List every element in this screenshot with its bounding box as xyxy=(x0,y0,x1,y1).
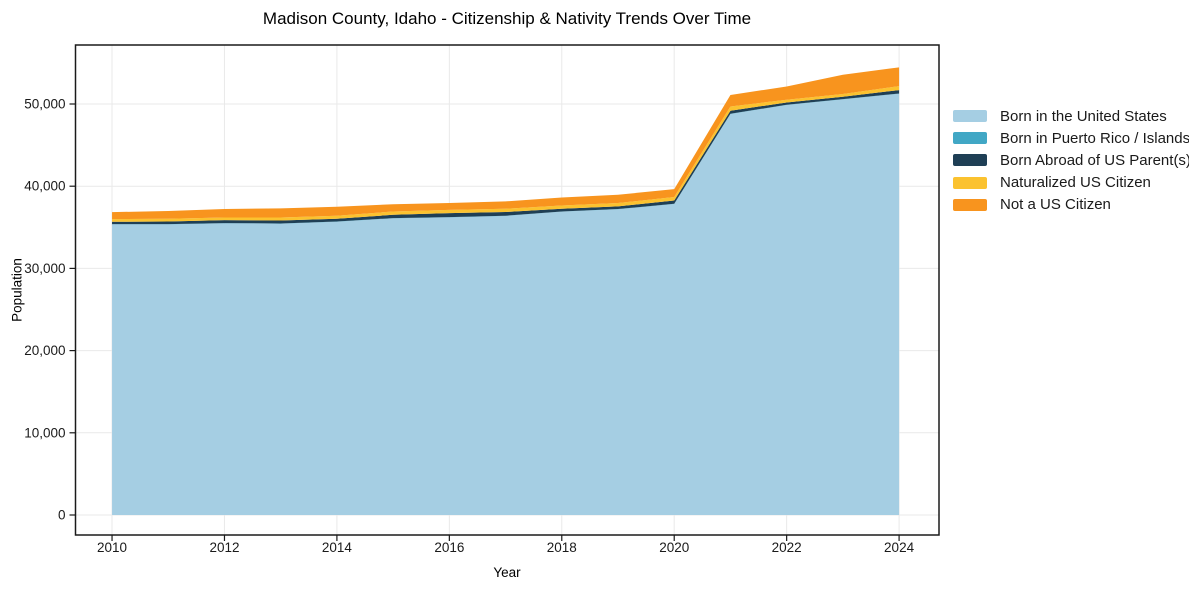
legend-swatch-born-us xyxy=(953,110,987,123)
chart-title: Madison County, Idaho - Citizenship & Na… xyxy=(262,9,752,28)
y-tick-label: 20,000 xyxy=(24,343,65,358)
legend-item-born-abroad: Born Abroad of US Parent(s) xyxy=(953,149,1189,171)
legend-item-puerto-rico: Born in Puerto Rico / Islands xyxy=(953,127,1189,149)
y-axis-label: Population xyxy=(9,258,25,322)
y-tick-label: 50,000 xyxy=(24,97,65,112)
legend-label: Born in the United States xyxy=(1000,107,1167,125)
y-tick-label: 30,000 xyxy=(24,261,65,276)
x-tick-label: 2014 xyxy=(322,540,353,555)
legend-swatch-born-abroad xyxy=(953,154,987,167)
x-tick-label: 2012 xyxy=(209,540,239,555)
legend-item-naturalized: Naturalized US Citizen xyxy=(953,172,1189,194)
x-tick-label: 2024 xyxy=(884,540,915,555)
legend-swatch-not-citizen xyxy=(953,198,987,211)
x-tick-label: 2010 xyxy=(97,540,127,555)
y-tick-label: 40,000 xyxy=(24,179,65,194)
legend-label: Born Abroad of US Parent(s) xyxy=(1000,151,1189,169)
x-axis-label: Year xyxy=(493,565,521,580)
x-tick-label: 2020 xyxy=(659,540,689,555)
y-tick-label: 10,000 xyxy=(24,425,65,440)
x-tick-label: 2022 xyxy=(772,540,802,555)
legend-swatch-naturalized xyxy=(953,176,987,189)
legend-item-born-us: Born in the United States xyxy=(953,105,1189,127)
legend-item-not-citizen: Not a US Citizen xyxy=(953,194,1189,216)
plot-frame xyxy=(74,44,940,536)
legend: Born in the United States Born in Puerto… xyxy=(953,105,1189,216)
legend-label: Naturalized US Citizen xyxy=(1000,174,1151,192)
legend-label: Not a US Citizen xyxy=(1000,196,1111,214)
area-series-4 xyxy=(112,67,900,220)
area-series-0 xyxy=(112,93,900,515)
legend-swatch-puerto-rico xyxy=(953,132,987,145)
y-tick-label: 0 xyxy=(58,508,66,523)
x-tick-label: 2016 xyxy=(434,540,464,555)
x-tick-label: 2018 xyxy=(547,540,577,555)
legend-label: Born in Puerto Rico / Islands xyxy=(1000,129,1189,147)
